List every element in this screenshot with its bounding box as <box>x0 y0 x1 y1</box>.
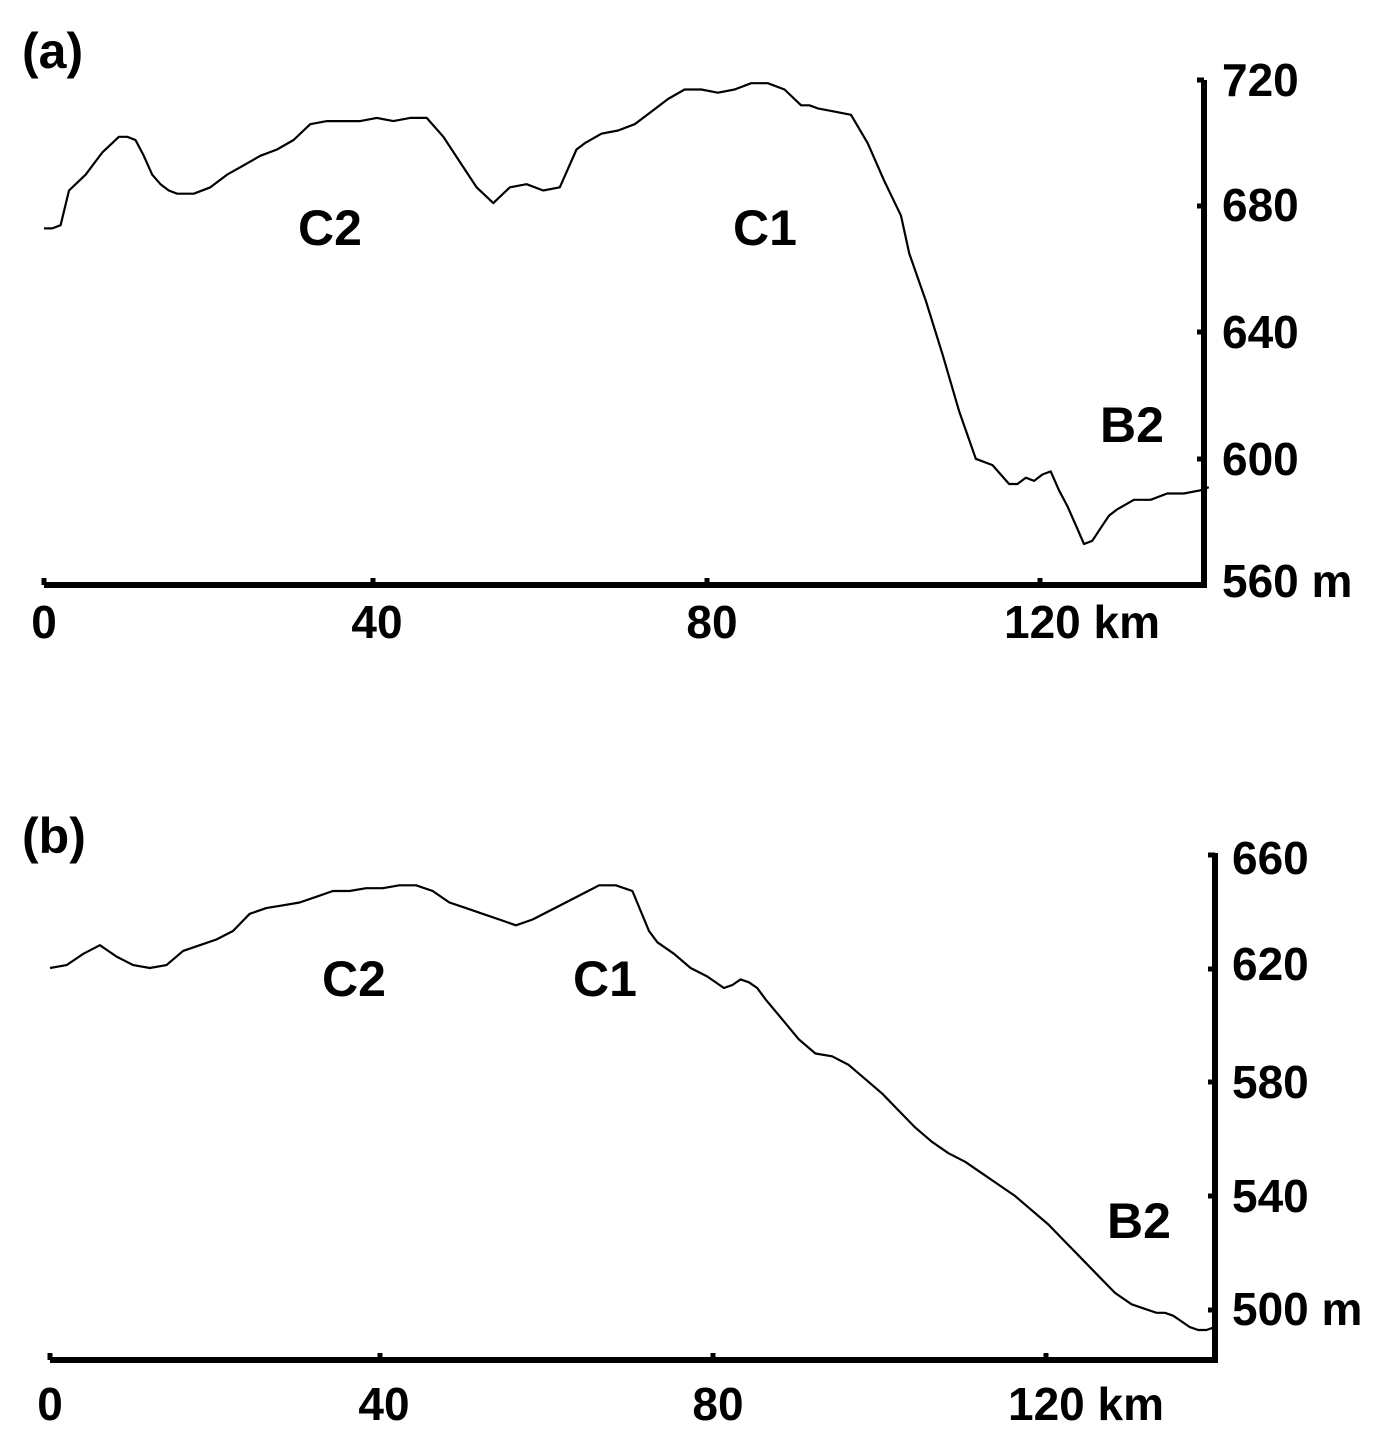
panel-b-y-tick-580: 580 <box>1232 1056 1309 1108</box>
panel-a-annotation-b2: B2 <box>1100 397 1164 453</box>
panel-a-profile-line <box>44 82 1210 546</box>
panel-a-y-tick-600: 600 <box>1222 433 1299 485</box>
panel-b-x-tick-80: 80 <box>692 1378 743 1430</box>
panel-a-x-tick-40: 40 <box>351 596 402 648</box>
panel-a-x-tick-0: 0 <box>31 596 57 648</box>
panel-a-x-tick-120: 120 km <box>1004 596 1160 648</box>
panel-b-annotation-c1: C1 <box>573 951 637 1007</box>
panel-b-x-tick-40: 40 <box>358 1378 409 1430</box>
panel-b-annotation-b2: B2 <box>1107 1193 1171 1249</box>
panel-a-annotation-c2: C2 <box>298 200 362 256</box>
panel-b-profile-line <box>49 884 1216 1332</box>
panel-b: (b) 0 40 80 120 km 660 620 580 540 500 m… <box>22 808 1362 1430</box>
panel-a-y-tick-640: 640 <box>1222 306 1299 358</box>
panel-b-y-tick-620: 620 <box>1232 938 1309 990</box>
panel-a: (a) 0 40 80 120 km 720 680 640 600 560 m… <box>22 23 1352 648</box>
panel-b-x-ticks <box>47 1353 1049 1360</box>
panel-a-annotation-c1: C1 <box>733 200 797 256</box>
panel-b-label: (b) <box>22 808 86 864</box>
panel-b-y-tick-540: 540 <box>1232 1170 1309 1222</box>
panel-a-y-tick-560: 560 m <box>1222 555 1352 607</box>
panel-b-annotation-c2: C2 <box>322 951 386 1007</box>
panel-a-x-ticks <box>41 578 1043 585</box>
panel-a-y-tick-680: 680 <box>1222 179 1299 231</box>
panel-a-y-tick-720: 720 <box>1222 54 1299 106</box>
panel-b-x-tick-120: 120 km <box>1008 1378 1164 1430</box>
panel-b-y-ticks <box>1208 852 1215 1313</box>
panel-a-y-ticks <box>1197 77 1204 462</box>
panel-b-y-tick-500: 500 m <box>1232 1283 1362 1335</box>
panel-a-label: (a) <box>22 23 83 79</box>
panel-a-x-tick-80: 80 <box>686 596 737 648</box>
panel-b-x-tick-0: 0 <box>37 1378 63 1430</box>
panel-b-y-tick-660: 660 <box>1232 832 1309 884</box>
